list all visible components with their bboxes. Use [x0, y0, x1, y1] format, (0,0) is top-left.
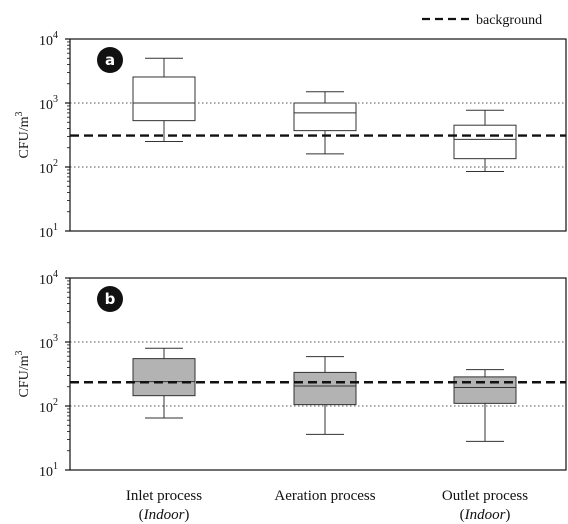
y-tick-label: 104 — [39, 269, 58, 288]
y-tick-label: 103 — [39, 333, 58, 352]
category-sublabel: (Indoor) — [139, 507, 190, 523]
category-label: Inlet process — [126, 488, 202, 504]
y-tick-label: 101 — [39, 461, 58, 480]
y-tick-label: 103 — [39, 94, 58, 113]
panel-b: 101 102 103 104 CFU/m3 b — [14, 269, 567, 480]
legend: background — [422, 13, 542, 28]
panel-badge — [97, 47, 123, 73]
category-label: Outlet process — [442, 488, 528, 504]
box-0 — [132, 347, 196, 419]
y-axis-label: CFU/m3 — [14, 111, 32, 158]
box-2 — [453, 109, 517, 173]
legend-background-label: background — [476, 13, 542, 28]
y-tick-label: 101 — [39, 222, 58, 241]
panel-a: 101 102 103 104 CFU/m3 a — [14, 30, 567, 241]
y-tick-label: 104 — [39, 30, 58, 49]
box-1 — [293, 356, 357, 435]
panel-badge-label: a — [105, 51, 115, 69]
plot-frame — [69, 277, 567, 471]
box-iqr — [293, 102, 357, 132]
category-label: Aeration process — [274, 488, 375, 504]
box-iqr — [453, 124, 517, 160]
category-sublabel: (Indoor) — [460, 507, 511, 523]
box-1 — [293, 91, 357, 155]
box-iqr — [293, 371, 357, 406]
y-tick-label: 102 — [39, 158, 58, 177]
y-tick-label: 102 — [39, 397, 58, 416]
box-iqr — [453, 376, 517, 404]
box-iqr — [132, 76, 196, 122]
panel-badge-label: b — [105, 290, 116, 308]
y-axis-label: CFU/m3 — [14, 350, 32, 397]
category-labels: Inlet process (Indoor) Aeration process Out… — [126, 488, 528, 523]
box-iqr — [132, 358, 196, 397]
box-0 — [132, 57, 196, 143]
panel-badge — [97, 286, 123, 312]
